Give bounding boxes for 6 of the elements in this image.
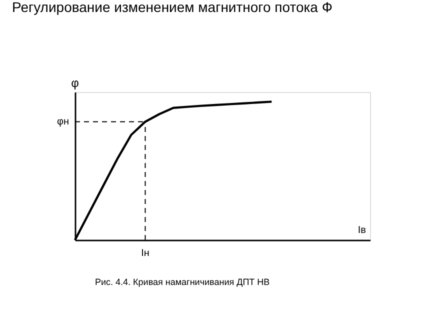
text: Iн: [141, 248, 150, 259]
y-axis-title: φ: [71, 76, 80, 90]
text: Рис. 4.4. Кривая намагничивания ДПТ НВ: [95, 277, 270, 287]
ref-line-label: φн: [56, 116, 69, 128]
chart-title: Регулирование изменением магнитного потока Ф: [12, 0, 333, 15]
x-axis-title: Iв: [358, 225, 366, 236]
